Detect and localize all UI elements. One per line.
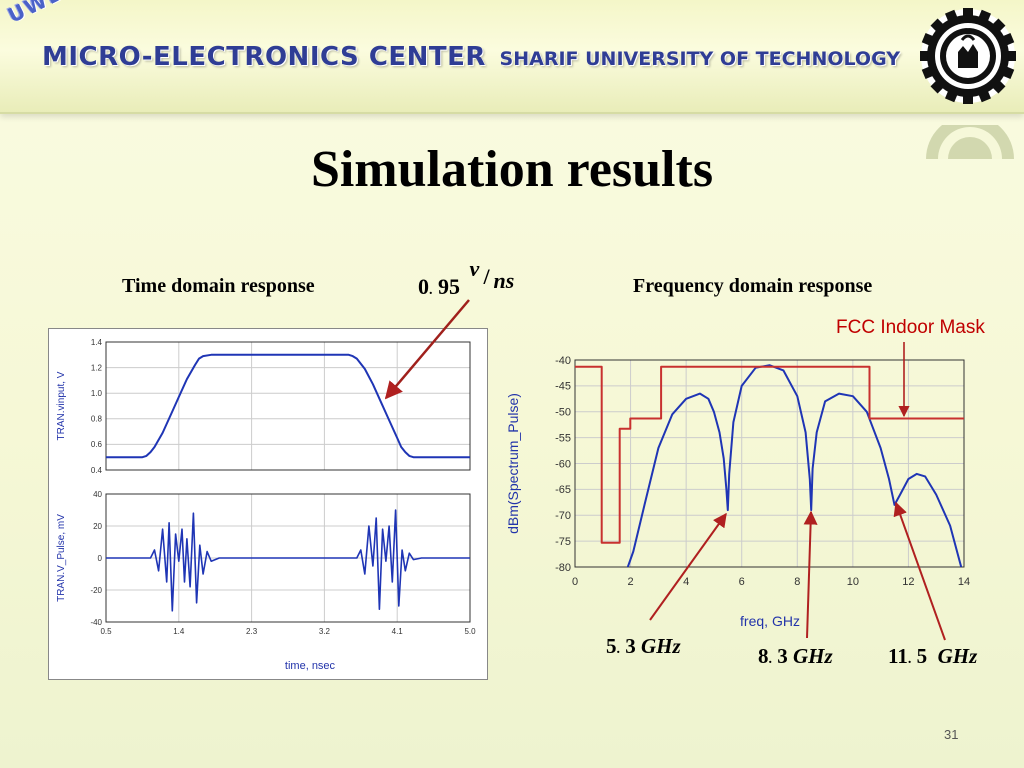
x-tick-label: 8 [794,576,800,588]
plot-frame [105,341,471,471]
y-tick-label: 0.4 [91,466,103,475]
y-axis-label: dBm(Spectrum_Pulse) [505,393,521,534]
y-tick-label: 0 [98,554,103,563]
y-tick-label: -45 [555,381,571,393]
y-tick-label: 1.2 [91,363,103,372]
notch1-dec: 3 [625,634,636,658]
spectrum-chart: 0 2 4 6 8 10 12 14 -80 -75 -70 -65 -60 -55 -50 -45 -40 dB… [505,355,970,588]
time-vpulse-chart: 0.5 1.4 2.3 3.2 4.1 5.0 -40 -20 0 20 40 TRAN.V_Puls… [56,490,476,636]
y-tick-label: -60 [555,458,571,470]
notch3-dec: 5 [916,644,928,668]
slew-int: 0 [418,274,429,299]
y-tick-label: -40 [555,355,571,367]
x-tick-label: 0.5 [100,627,112,636]
university-name: SHARIF UNIVERSITY OF TECHNOLOGY [499,48,901,70]
y-tick-label: -75 [555,536,571,548]
notch2-int: 8 [758,644,769,668]
x-tick-label: 4.1 [392,627,404,636]
x-tick-label: 4 [683,576,689,588]
page-number: 31 [944,727,959,742]
x-tick-label: 5.0 [464,627,476,636]
y-tick-label: 20 [93,522,102,531]
notch3-unit: GHz [937,644,978,668]
y-tick-label: -80 [555,562,571,574]
y-tick-label: -40 [90,618,102,627]
time-x-axis-label: time, nsec [285,660,336,672]
x-tick-label: 1.4 [173,627,185,636]
y-axis-label: TRAN.vinput, V [56,371,67,440]
notch-label-1: 5. 3 GHz [606,634,681,658]
y-tick-label: 1.4 [91,338,103,347]
x-tick-label: 10 [847,576,859,588]
institution-title: MICRO-ELECTRONICS CENTER SHARIF UNIVERSI… [42,42,900,72]
x-tick-label: 2.3 [246,627,258,636]
notch-label-3: 11. 5 GHz [888,644,978,668]
y-tick-label: 1.0 [91,389,103,398]
slew-rate-annotation: 0. 95 v / ns [418,256,515,299]
time-domain-caption: Time domain response [122,275,315,297]
plot-frame [574,359,965,568]
series-line [106,509,470,612]
fcc-mask-line [575,365,964,544]
series-line [626,364,963,568]
center-name: MICRO-ELECTRONICS CENTER [42,42,486,72]
uwb-badge: UWB [4,0,69,28]
slide-title: Simulation results [310,141,714,198]
slew-dec: 95 [438,274,460,299]
x-tick-label: 3.2 [319,627,331,636]
notch-label-2: 8. 3 GHz [758,644,833,668]
notch3-int: 11 [888,644,908,668]
logo-watermark-icon [926,125,1014,159]
y-tick-label: -20 [90,586,102,595]
x-tick-label: 0 [572,576,578,588]
slew-unit-num: v [469,256,480,281]
notch2-dec: 3 [777,644,788,668]
frequency-domain-panel: 0 2 4 6 8 10 12 14 -80 -75 -70 -65 -60 -55 -50 -45 -40 dB… [505,355,970,629]
notch1-int: 5 [606,634,617,658]
notch2-unit: GHz [793,644,833,668]
freq-x-axis-label: freq, GHz [740,613,800,629]
x-tick-label: 6 [739,576,745,588]
y-tick-label: -70 [555,510,571,522]
y-tick-label: -50 [555,407,571,419]
y-tick-label: 40 [93,490,102,499]
series-line [106,353,470,459]
x-tick-label: 2 [628,576,634,588]
frequency-domain-caption: Frequency domain response [633,275,873,297]
y-tick-label: 0.6 [91,440,103,449]
svg-text:۞ ۞ ۞: ۞ ۞ ۞ [961,24,975,30]
header-banner: UWB MICRO-ELECTRONICS CENTER SHARIF UNIV… [0,0,1024,159]
y-axis-label: TRAN.V_Pulse, mV [56,514,67,602]
slew-unit-den: ns [493,268,515,293]
time-domain-panel: 0.4 0.6 0.8 1.0 1.2 1.4 TRAN.vinput, V 0.5 1.4 2… [48,328,488,680]
x-tick-label: 12 [902,576,914,588]
fcc-mask-label: FCC Indoor Mask [836,317,985,338]
sharif-logo-icon: ۞ ۞ ۞ [920,8,1016,104]
y-tick-label: 0.8 [91,415,103,424]
y-tick-label: -65 [555,484,571,496]
notch1-unit: GHz [641,634,681,658]
x-tick-label: 14 [958,576,970,588]
y-tick-label: -55 [555,432,571,444]
